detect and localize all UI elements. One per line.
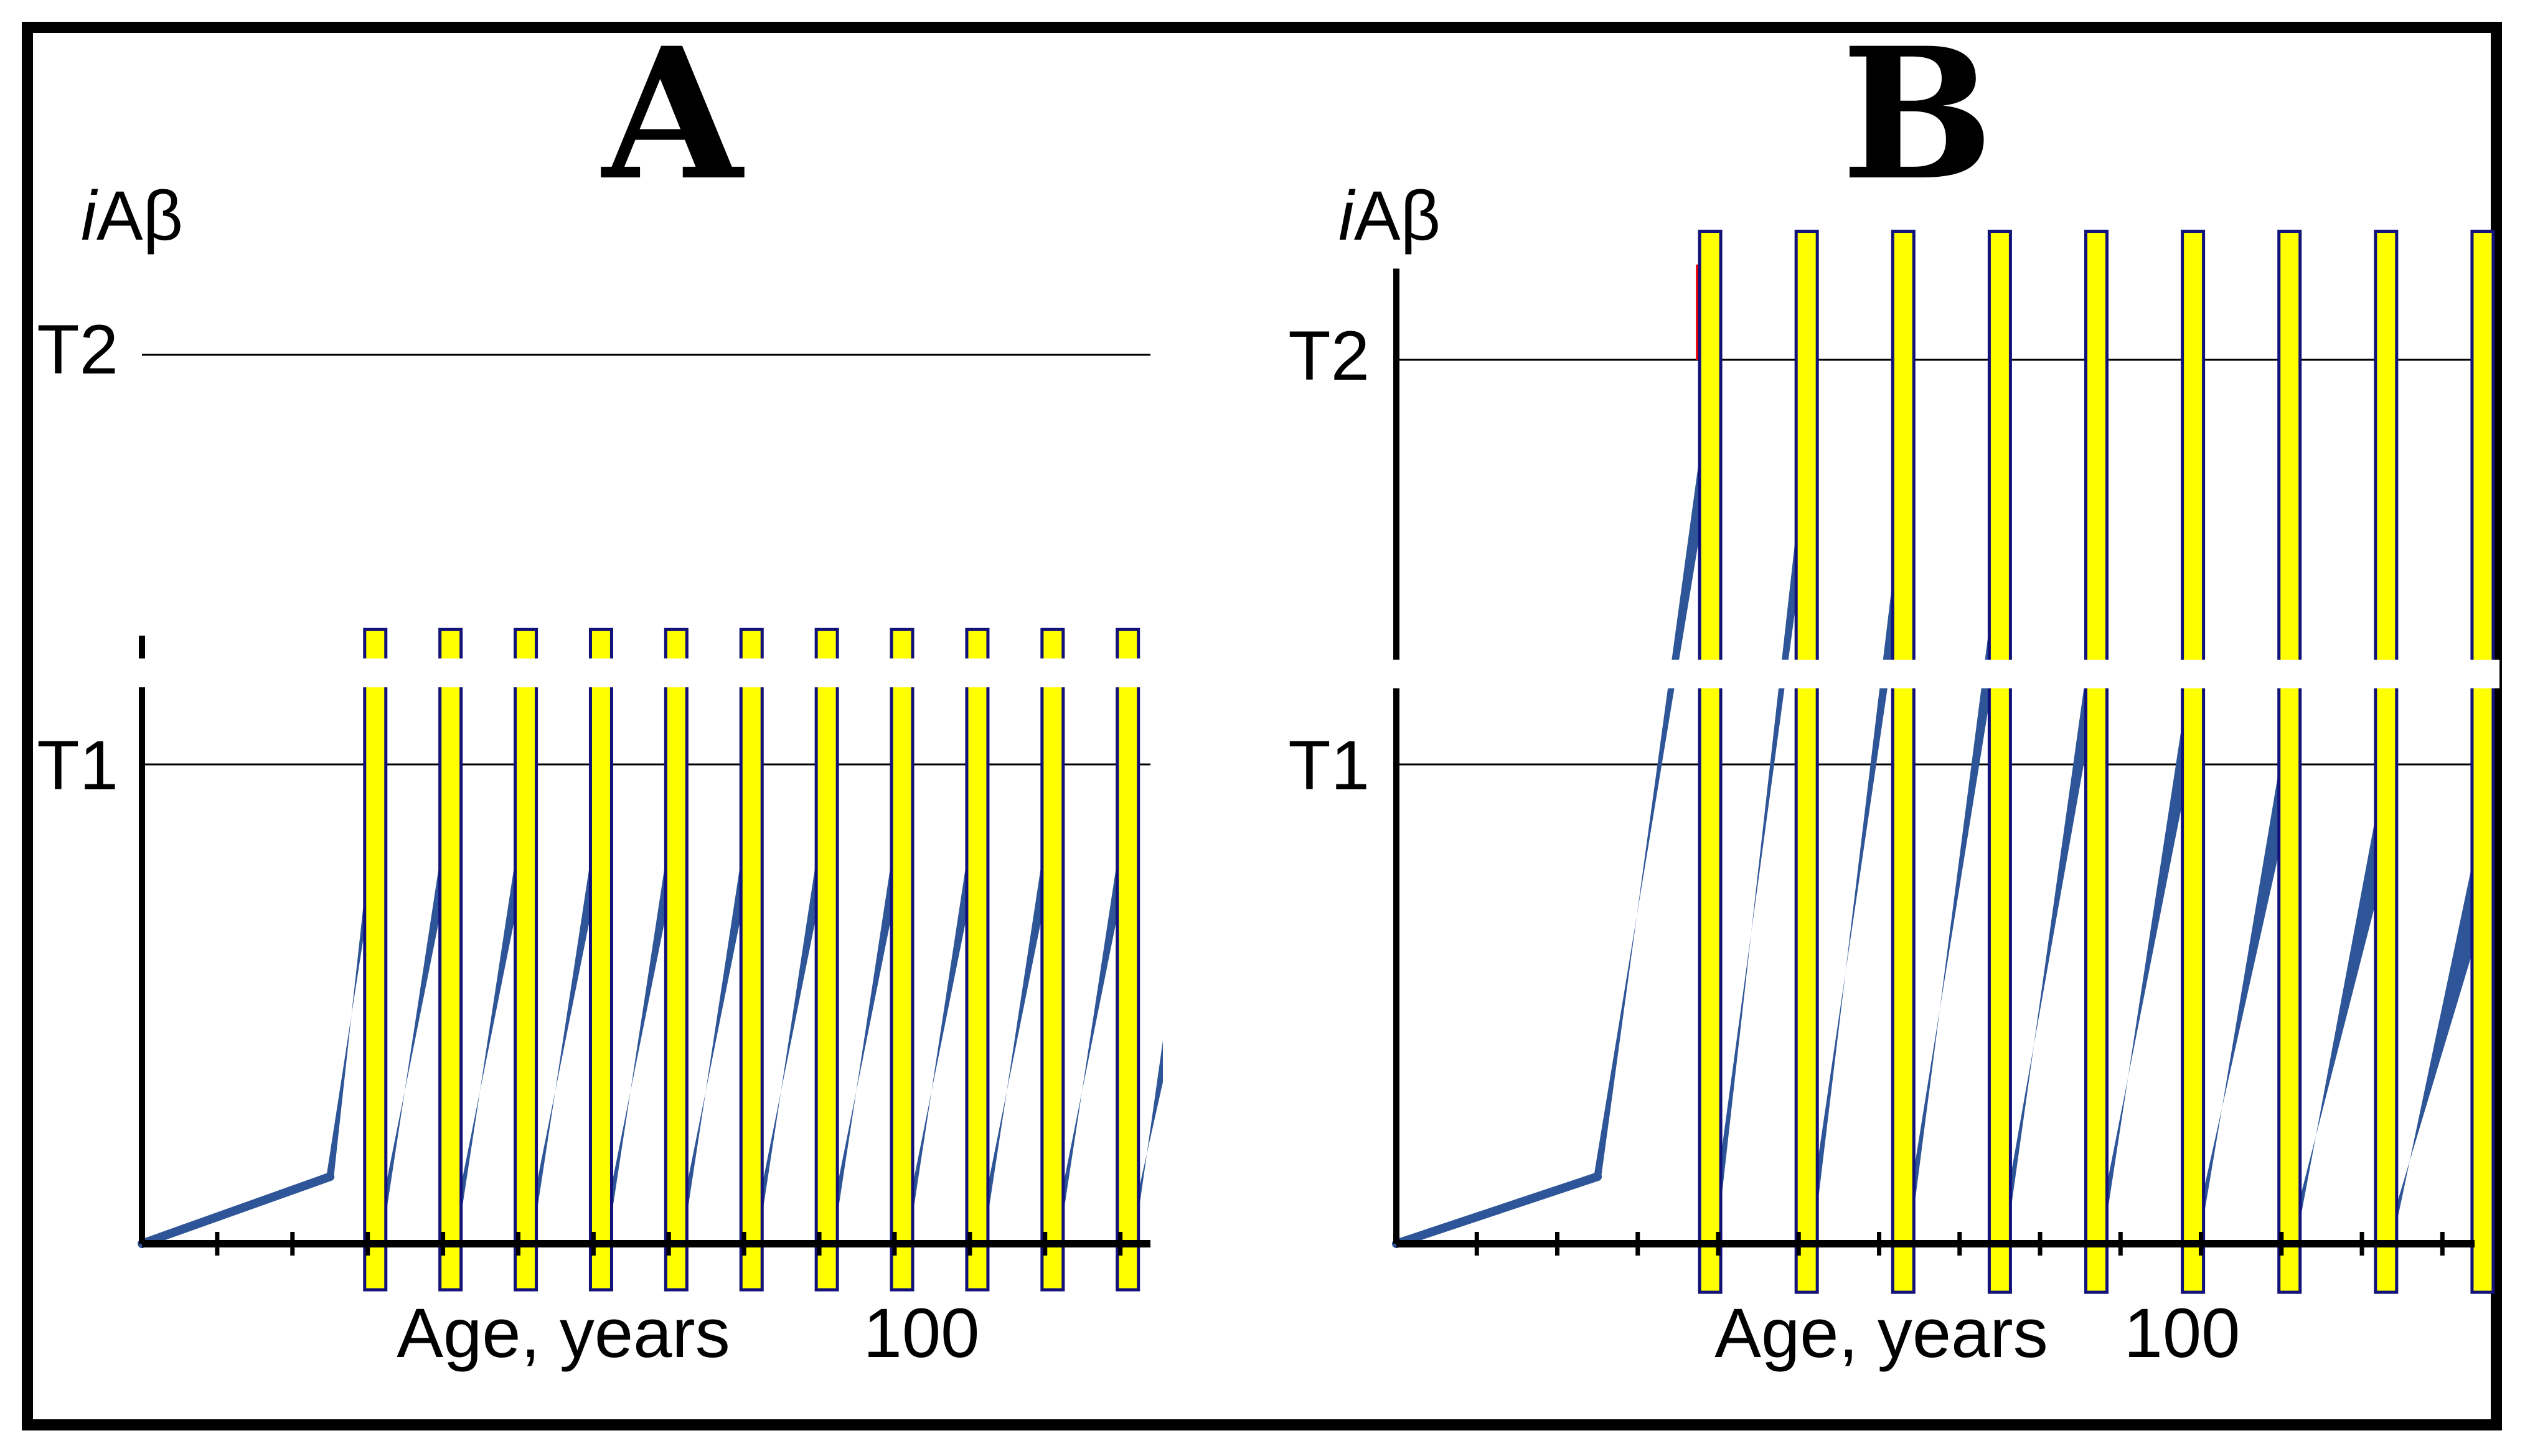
- panel-b: B iAβ T2 T1 Age, years 100: [1288, 9, 2499, 1372]
- panel-a-treatment-bar: [814, 627, 839, 1292]
- panel-a: A iAβ T2 T1 Age, years 100: [37, 9, 1175, 1372]
- panel-b-plot: [1384, 230, 2499, 1294]
- panel-b-treatment-bar: [1891, 230, 1916, 1294]
- panel-b-treatment-bar: [2277, 230, 2302, 1294]
- panel-b-treatment-bar: [1987, 230, 2012, 1294]
- panel-b-ylabel-rest: Aβ: [1354, 177, 1441, 255]
- panel-a-treatment-bar: [664, 627, 689, 1292]
- panel-b-treatment-bar: [1698, 230, 1723, 1294]
- panel-b-xlabel: Age, years: [1714, 1294, 2048, 1372]
- panel-a-ylabel-italic: i: [81, 177, 98, 255]
- panel-b-treatment-bar: [2084, 230, 2109, 1294]
- panel-a-x-tick-label-100: 100: [863, 1294, 980, 1372]
- panel-b-threshold-t2-label: T2: [1288, 317, 1370, 395]
- panel-a-treatment-bar: [363, 627, 388, 1292]
- panel-a-treatment-bar: [965, 627, 990, 1292]
- panel-a-treatment-bar: [514, 627, 538, 1292]
- panel-a-ylabel-rest: Aβ: [96, 177, 183, 255]
- panel-b-treatment-bar: [2374, 230, 2399, 1294]
- panel-b-treatment-bar: [2470, 230, 2495, 1294]
- panel-b-x-tick-label-100: 100: [2124, 1294, 2241, 1372]
- panel-a-treatment-bar: [890, 627, 915, 1292]
- panel-a-title: A: [600, 9, 746, 220]
- panel-b-treatment-bar: [2181, 230, 2206, 1294]
- panel-a-treatment-bar: [1040, 627, 1065, 1292]
- panel-a-treatment-bar: [1116, 627, 1140, 1292]
- panel-b-threshold-t1-label: T1: [1288, 726, 1370, 804]
- panel-b-ylabel: iAβ: [1338, 177, 1441, 255]
- panel-b-ylabel-italic: i: [1338, 177, 1356, 255]
- panel-b-axis-break-gap: [1384, 659, 2499, 688]
- panel-a-threshold-t1-label: T1: [37, 726, 118, 804]
- panel-b-treatment-bar: [1794, 230, 1819, 1294]
- panel-b-title: B: [1841, 9, 1993, 220]
- panel-a-xlabel: Age, years: [397, 1294, 730, 1372]
- panel-a-treatment-bar: [438, 627, 463, 1292]
- figure-frame: [22, 22, 2502, 1430]
- panel-a-ylabel: iAβ: [81, 177, 183, 255]
- panel-a-treatment-bar: [588, 627, 613, 1292]
- panel-b-baseline-segment: [1392, 1172, 1602, 1248]
- panel-a-threshold-t2-label: T2: [37, 311, 118, 388]
- panel-a-baseline-segment: [138, 1172, 335, 1248]
- panel-a-axis-break-gap: [129, 658, 1175, 688]
- panel-a-treatment-bar: [739, 627, 764, 1292]
- panel-a-plot: [129, 354, 1175, 1292]
